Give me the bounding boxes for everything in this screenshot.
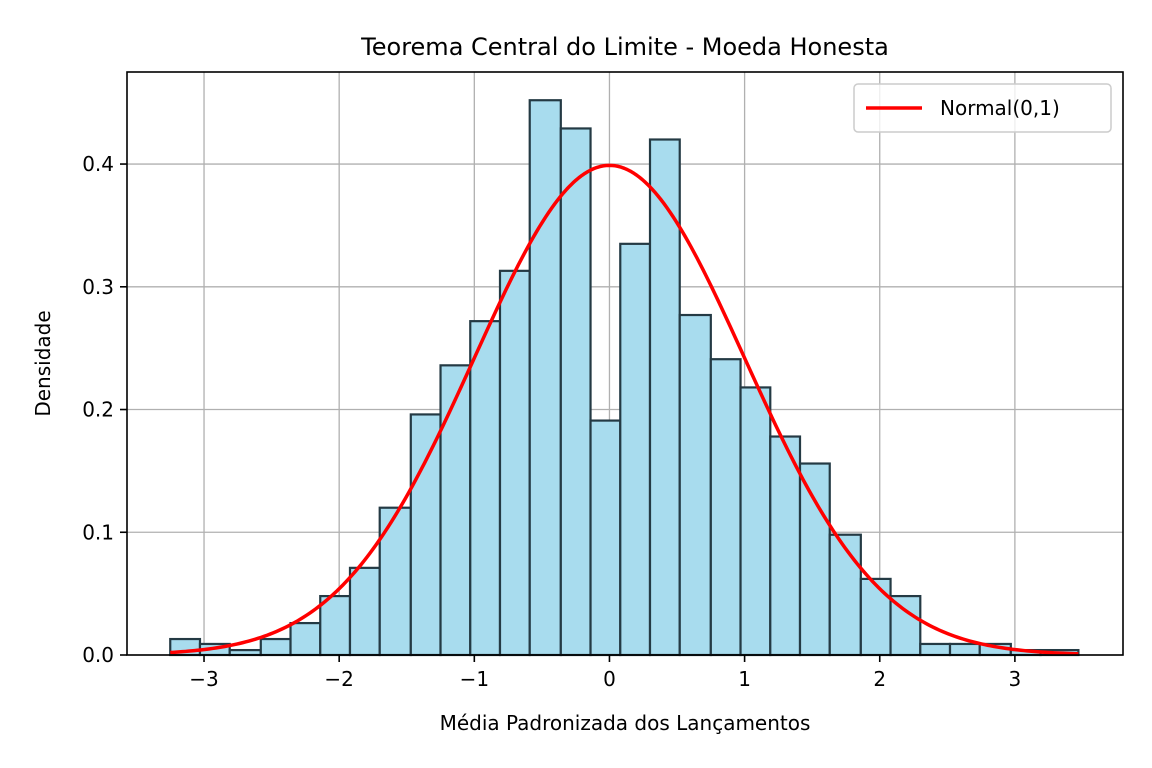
histogram-bar — [589, 419, 622, 657]
histogram-bar — [919, 642, 952, 657]
histogram-bar — [259, 637, 292, 657]
histogram-bar — [678, 313, 712, 657]
histogram-bar — [498, 269, 531, 657]
x-tick-label: 3 — [1009, 667, 1022, 691]
histogram-bar — [319, 594, 352, 657]
histogram-bar — [648, 138, 681, 657]
x-tick-label: −2 — [324, 667, 353, 691]
histogram-bar — [619, 242, 652, 657]
histogram-bars — [169, 99, 1080, 657]
legend: Normal(0,1) — [853, 83, 1112, 133]
x-axis: −3 −2 −1 0 1 2 3 — [189, 655, 1021, 691]
y-tick-label: 0.1 — [82, 520, 114, 544]
x-tick-label: 1 — [738, 667, 751, 691]
histogram-bar — [409, 413, 442, 657]
y-tick-label: 0.2 — [82, 398, 114, 422]
histogram-bar — [709, 358, 742, 657]
plot-frame — [126, 71, 1124, 656]
y-axis-title: Densidade — [31, 310, 55, 416]
x-tick-label: −3 — [189, 667, 218, 691]
y-tick-label: 0.0 — [82, 643, 114, 667]
y-tick-label: 0.4 — [82, 152, 114, 176]
legend-label-normal: Normal(0,1) — [940, 96, 1060, 120]
x-tick-label: −1 — [460, 667, 489, 691]
histogram-bar — [859, 577, 892, 657]
x-axis-title: Média Padronizada dos Lançamentos — [440, 711, 811, 735]
normal-curve — [170, 163, 1079, 656]
histogram-bar — [289, 621, 322, 657]
histogram-bar — [798, 462, 831, 657]
histogram-bar — [439, 364, 472, 657]
histogram-bar — [948, 642, 981, 657]
x-tick-label: 2 — [873, 667, 886, 691]
histogram-bar — [739, 386, 772, 657]
histogram-bar — [828, 533, 862, 657]
chart-title: Teorema Central do Limite - Moeda Honest… — [360, 33, 889, 61]
histogram-bar — [348, 566, 381, 657]
y-tick-label: 0.3 — [82, 275, 114, 299]
histogram-bar — [889, 594, 922, 657]
histogram-bar — [769, 435, 802, 657]
legend-box — [853, 83, 1112, 133]
x-tick-label: 0 — [603, 667, 616, 691]
histogram-bar — [469, 320, 502, 657]
y-axis: 0.0 0.1 0.2 0.3 0.4 — [82, 152, 127, 667]
normal-curve-layer — [170, 163, 1079, 656]
histogram-bar — [559, 127, 592, 657]
histogram-bar — [528, 99, 562, 657]
